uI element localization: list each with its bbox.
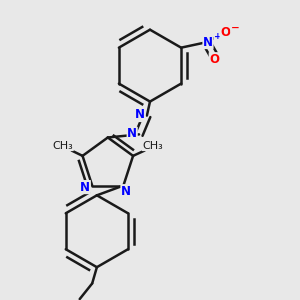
Text: −: − [231, 22, 240, 32]
Text: CH₃: CH₃ [52, 140, 73, 151]
Text: O: O [209, 53, 219, 66]
Text: N: N [121, 185, 131, 198]
Text: +: + [214, 32, 222, 41]
Text: N: N [203, 35, 213, 49]
Text: CH₃: CH₃ [142, 140, 163, 151]
Text: N: N [135, 109, 145, 122]
Text: O: O [220, 26, 230, 38]
Text: N: N [127, 127, 137, 140]
Text: N: N [80, 181, 90, 194]
